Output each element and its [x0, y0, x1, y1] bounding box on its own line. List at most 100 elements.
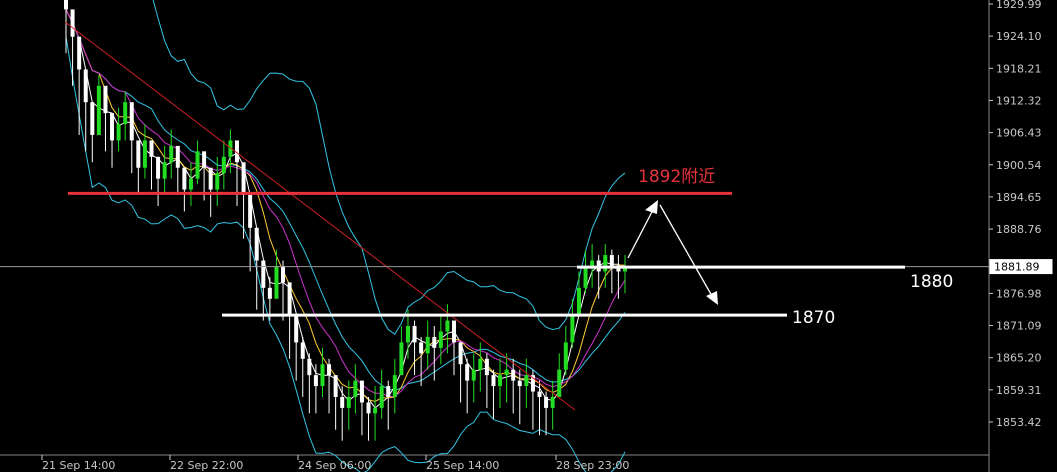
candle-body — [419, 342, 424, 354]
candle-body — [452, 320, 457, 343]
candle-body — [478, 358, 483, 370]
candle-body — [274, 265, 279, 299]
candle-body — [169, 145, 174, 163]
candle-body — [484, 358, 489, 376]
candle-body — [576, 287, 581, 316]
price-tick-label: 1865.20 — [996, 352, 1042, 365]
projection-arrow-down — [659, 204, 718, 305]
current-price-label: 1881.89 — [994, 261, 1040, 274]
candle-body — [609, 255, 614, 266]
price-tick-label: 1912.32 — [996, 94, 1042, 107]
current-price-box — [989, 259, 1053, 275]
price-tick-label: 1906.43 — [996, 127, 1042, 140]
candle-body — [392, 375, 397, 397]
candle-body — [103, 85, 108, 114]
downtrend-line — [64, 21, 576, 411]
candle-body — [346, 396, 351, 408]
price-axis: 1929.99 1924.10 1918.21 1912.32 1906.43 1900.… — [989, 0, 1042, 429]
candle-body — [557, 369, 562, 397]
price-tick-label: 1853.42 — [996, 416, 1042, 429]
candle-body — [583, 265, 588, 288]
candle-body — [379, 386, 384, 408]
candle-body — [261, 260, 266, 288]
candle-body — [136, 140, 141, 168]
candle-body — [399, 342, 404, 376]
candle-body — [149, 140, 154, 157]
candle-body — [208, 167, 213, 190]
candle-body — [156, 156, 161, 179]
candle-body — [64, 0, 68, 10]
candle-body — [438, 331, 443, 348]
bollinger-middle — [65, 9, 626, 391]
candle-body — [504, 369, 509, 376]
candle-body — [182, 167, 187, 190]
candle-body — [432, 336, 437, 348]
candle-body — [465, 364, 470, 381]
candle-body — [623, 265, 627, 272]
candle-body — [570, 315, 575, 343]
price-tick-label: 1871.09 — [996, 320, 1042, 333]
bollinger-upper — [152, 0, 626, 335]
candle-body — [517, 380, 522, 387]
candle-body — [254, 227, 259, 261]
time-axis: 21 Sep 14:00 22 Sep 22:00 24 Sep 06:00 25 S… — [41, 455, 629, 472]
candle-body — [616, 265, 621, 272]
candle-body — [458, 342, 463, 365]
candle-body — [110, 113, 115, 141]
candle-body — [544, 396, 549, 408]
candle-body — [300, 342, 305, 359]
candle-body — [405, 326, 410, 343]
support-label-1880: 1880 — [910, 272, 953, 292]
support-label-1870: 1870 — [792, 308, 835, 328]
price-tick-label: 1900.54 — [996, 159, 1042, 172]
candle-body — [353, 380, 358, 397]
candle-body — [563, 342, 568, 370]
candle-body — [524, 375, 529, 387]
candle-body — [228, 140, 233, 157]
candle-body — [412, 326, 417, 343]
candle-body — [162, 162, 167, 179]
bollinger-bands — [65, 0, 626, 472]
candle-body — [333, 375, 338, 397]
candle-body — [373, 407, 378, 414]
candle-body — [340, 396, 345, 408]
candle-body — [287, 282, 292, 316]
price-tick-label: 1924.10 — [996, 30, 1042, 43]
candle-body — [116, 124, 121, 141]
candle-body — [267, 287, 272, 299]
candle-body — [327, 364, 332, 376]
candle-body — [70, 9, 75, 37]
candle-body — [425, 336, 430, 354]
candle-body — [530, 375, 535, 392]
candle-body — [537, 391, 542, 397]
candle-body — [511, 369, 516, 381]
candle-body — [83, 69, 88, 103]
candle-body — [498, 375, 503, 387]
candle-body — [248, 195, 253, 228]
candle-body — [445, 320, 450, 332]
candle-body — [590, 260, 595, 266]
projection-arrow-up — [627, 200, 658, 259]
time-tick-label: 25 Sep 14:00 — [426, 459, 499, 472]
candle-body — [123, 102, 128, 125]
candle-body — [366, 402, 371, 414]
candle-body — [281, 265, 286, 283]
candle-body — [359, 380, 364, 403]
candle-body — [96, 85, 101, 135]
candle-body — [386, 386, 391, 397]
price-tick-label: 1859.31 — [996, 384, 1042, 397]
bollinger-lower — [65, 36, 626, 472]
candles — [64, 0, 627, 441]
candle-body — [77, 36, 82, 70]
candle-body — [202, 151, 207, 168]
candle-body — [313, 375, 318, 387]
candle-body — [294, 315, 299, 343]
time-tick-label: 22 Sep 22:00 — [170, 459, 243, 472]
candle-body — [175, 145, 180, 168]
candle-body — [603, 255, 608, 272]
candle-body — [234, 140, 239, 163]
time-tick-label: 21 Sep 14:00 — [42, 459, 115, 472]
candle-body — [491, 375, 496, 387]
